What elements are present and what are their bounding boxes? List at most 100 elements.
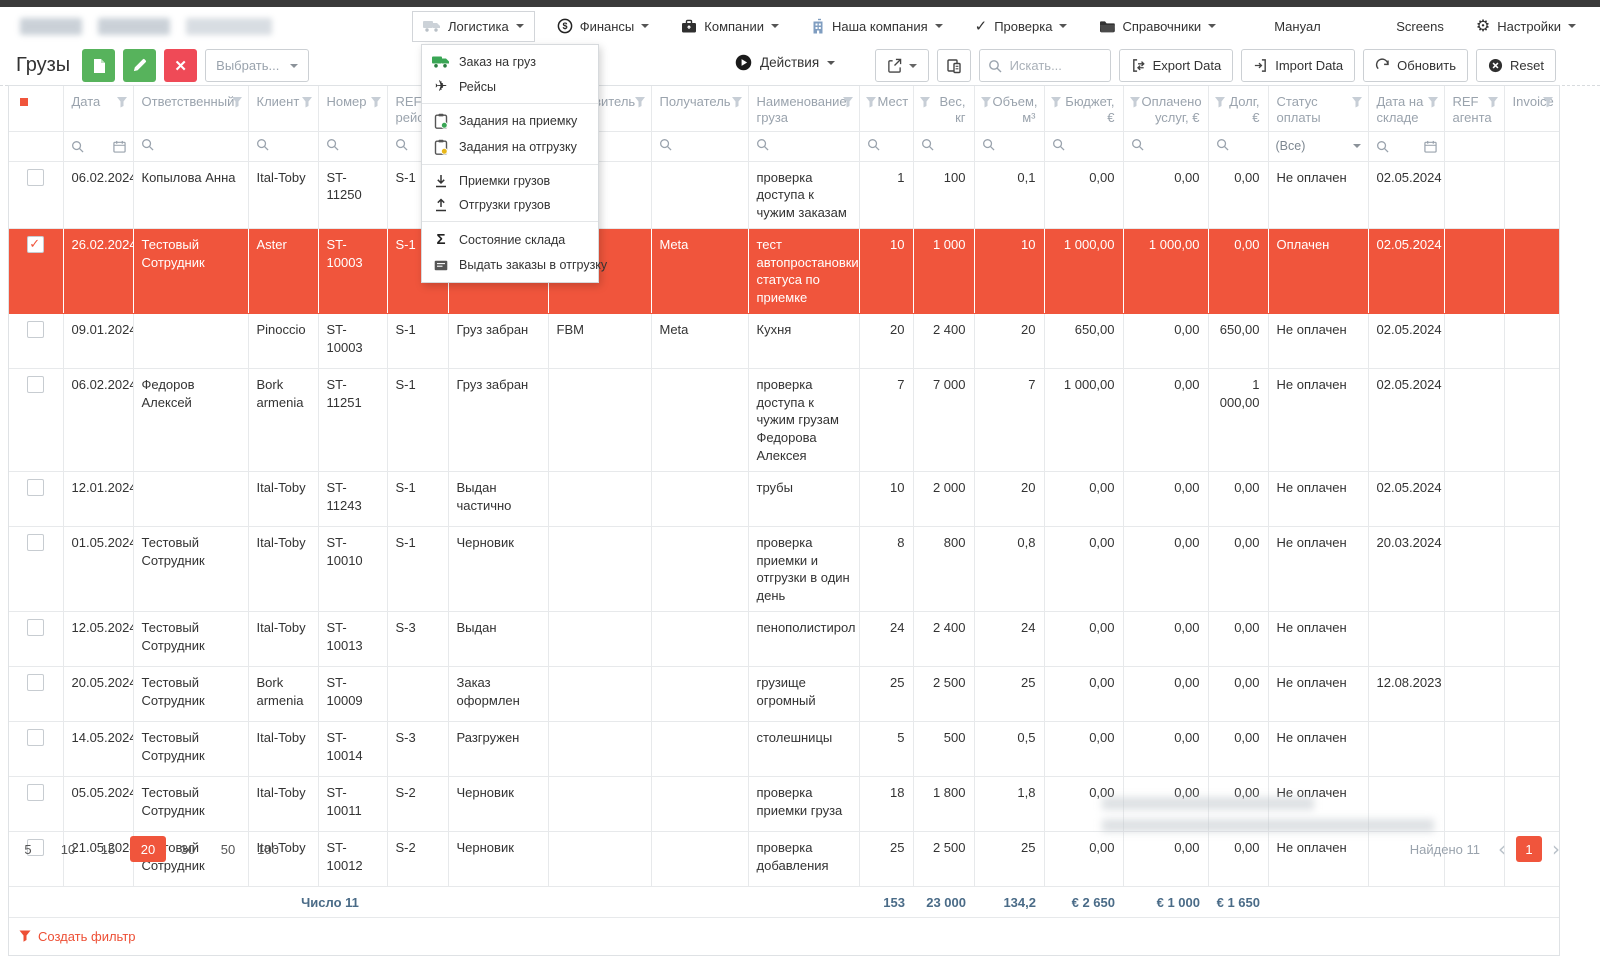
col-header-budget[interactable]: Бюджет, € xyxy=(1044,86,1124,132)
nav-item-settings[interactable]: ⚙ Настройки xyxy=(1474,9,1578,43)
col-header-number[interactable]: Номер xyxy=(318,86,388,132)
table-row[interactable]: 06.02.2024 Федоров Алексей Bork armenia … xyxy=(9,368,1559,473)
filter-cell-pay-status[interactable]: (Все) xyxy=(1268,131,1369,162)
row-checkbox[interactable] xyxy=(27,839,45,857)
export-split-button[interactable] xyxy=(874,49,929,82)
menu-item-receiving-tasks[interactable]: Задания на приемку xyxy=(422,108,598,134)
table-row[interactable]: 01.05.2024 Тестовый Сотрудник Ital-Toby … xyxy=(9,526,1559,613)
filter-cell-date[interactable] xyxy=(63,131,134,162)
col-header-date[interactable]: Дата xyxy=(63,86,134,132)
col-header-responsible[interactable]: Ответственный xyxy=(133,86,249,132)
col-header-cargo-name[interactable]: Наименование груза xyxy=(748,86,860,132)
refresh-button[interactable]: Обновить xyxy=(1363,49,1469,82)
col-header-agent-ref[interactable]: REF агента xyxy=(1444,86,1505,132)
row-checkbox[interactable] xyxy=(27,376,45,394)
nav-item-companies[interactable]: Компании xyxy=(671,12,789,41)
nav-item-manual[interactable]: Мануал xyxy=(1264,12,1331,41)
current-page-button[interactable]: 1 xyxy=(1516,836,1542,862)
filter-icon[interactable] xyxy=(731,96,743,108)
page-size-option[interactable]: 30 xyxy=(180,841,196,857)
filter-icon[interactable] xyxy=(1214,96,1226,108)
table-row[interactable]: 12.01.2024 Ital-Toby ST-11243 S-1 Выдан … xyxy=(9,471,1559,528)
nav-item-our-company[interactable]: Наша компания xyxy=(801,11,953,41)
table-row[interactable]: 26.02.2024 Тестовый Сотрудник Aster ST-1… xyxy=(9,228,1559,315)
col-header-client[interactable]: Клиент xyxy=(248,86,319,132)
delete-record-button[interactable]: ✕ xyxy=(164,49,198,82)
filter-icon[interactable] xyxy=(1050,96,1062,108)
add-record-button[interactable] xyxy=(82,49,116,82)
calendar-icon[interactable] xyxy=(112,140,126,153)
filter-icon[interactable] xyxy=(1351,96,1363,108)
table-row[interactable]: 05.05.2024 Тестовый Сотрудник Ital-Toby … xyxy=(9,776,1559,833)
filter-icon[interactable] xyxy=(1487,96,1499,108)
filter-cell-cargo-name[interactable] xyxy=(748,131,860,162)
filter-cell-number[interactable] xyxy=(318,131,388,162)
nav-item-check[interactable]: ✓ Проверка xyxy=(965,12,1078,41)
col-header-receiver[interactable]: Получатель xyxy=(651,86,749,132)
reset-button[interactable]: Reset xyxy=(1476,49,1556,82)
col-header-stock-date[interactable]: Дата на складе xyxy=(1368,86,1445,132)
menu-item-cargo-shipments[interactable]: Отгрузки грузов xyxy=(422,193,598,217)
filter-cell-volume[interactable] xyxy=(974,131,1045,162)
col-header-places[interactable]: Мест xyxy=(859,86,914,132)
table-row[interactable]: 06.02.2024 Копылова Анна Ital-Toby ST-11… xyxy=(9,161,1559,230)
menu-item-shipping-tasks[interactable]: Задания на отгрузку xyxy=(422,134,598,160)
filter-icon[interactable] xyxy=(980,96,992,108)
filter-icon[interactable] xyxy=(919,96,931,108)
filter-cell-receiver[interactable] xyxy=(651,131,749,162)
import-data-button[interactable]: Import Data xyxy=(1241,49,1356,82)
column-chooser-button[interactable] xyxy=(936,49,971,82)
create-filter-link[interactable]: Создать фильтр xyxy=(9,916,1559,955)
prev-page-icon[interactable]: ‹ xyxy=(1498,837,1506,861)
menu-item-issue-orders[interactable]: Выдать заказы в отгрузку xyxy=(422,253,607,277)
edit-record-button[interactable] xyxy=(123,49,157,82)
page-size-option[interactable]: 5 xyxy=(24,841,32,857)
search-input[interactable] xyxy=(1007,57,1102,74)
export-data-button[interactable]: Export Data xyxy=(1118,49,1234,82)
bulk-select-dropdown[interactable]: Выбрать... xyxy=(205,49,310,82)
menu-item-warehouse-state[interactable]: Σ Состояние склада xyxy=(422,226,598,253)
filter-cell-places[interactable] xyxy=(859,131,914,162)
row-checkbox[interactable] xyxy=(27,479,45,497)
filter-icon[interactable] xyxy=(301,96,313,108)
row-checkbox[interactable] xyxy=(27,168,45,186)
filter-icon[interactable] xyxy=(634,96,646,108)
row-checkbox[interactable] xyxy=(27,534,45,552)
row-checkbox[interactable] xyxy=(27,674,45,692)
nav-item-logistics[interactable]: Логистика xyxy=(412,10,535,42)
filter-icon[interactable] xyxy=(370,96,382,108)
table-row[interactable]: 21.05.2024 Тестовый Сотрудник Ital-Toby … xyxy=(9,831,1559,888)
filter-icon[interactable] xyxy=(1427,96,1439,108)
col-header-debt[interactable]: Долг, € xyxy=(1208,86,1269,132)
actions-button[interactable]: Действия xyxy=(735,54,836,71)
filter-cell-paid[interactable] xyxy=(1123,131,1209,162)
filter-icon[interactable] xyxy=(1542,96,1554,108)
select-all-checkbox[interactable] xyxy=(9,86,64,132)
page-size-option[interactable]: 20 xyxy=(130,836,166,862)
filter-cell-debt[interactable] xyxy=(1208,131,1269,162)
menu-item-trips[interactable]: ✈ Рейсы xyxy=(422,74,598,99)
nav-item-screens[interactable]: Screens xyxy=(1394,12,1446,41)
row-checkbox[interactable] xyxy=(27,729,45,747)
page-size-option[interactable]: 10 xyxy=(60,841,76,857)
filter-icon[interactable] xyxy=(865,96,877,108)
col-header-invoice[interactable]: Invoice xyxy=(1504,86,1559,132)
table-row[interactable]: 09.01.2024 Pinoccio ST-10003 S-1 Груз за… xyxy=(9,313,1559,370)
filter-cell-budget[interactable] xyxy=(1044,131,1124,162)
filter-icon[interactable] xyxy=(842,96,854,108)
nav-item-directories[interactable]: Справочники xyxy=(1089,12,1226,41)
row-checkbox[interactable] xyxy=(27,321,45,339)
col-header-paid[interactable]: Оплачено услуг, € xyxy=(1123,86,1209,132)
table-row[interactable]: 14.05.2024 Тестовый Сотрудник Ital-Toby … xyxy=(9,721,1559,778)
table-row[interactable]: 12.05.2024 Тестовый Сотрудник Ital-Toby … xyxy=(9,611,1559,668)
row-checkbox[interactable] xyxy=(27,784,45,802)
table-row[interactable]: 20.05.2024 Тестовый Сотрудник Bork armen… xyxy=(9,666,1559,723)
filter-cell-responsible[interactable] xyxy=(133,131,249,162)
calendar-icon[interactable] xyxy=(1423,140,1437,153)
filter-cell-stock-date[interactable] xyxy=(1368,131,1445,162)
row-checkbox[interactable] xyxy=(27,235,45,254)
filter-cell-client[interactable] xyxy=(248,131,319,162)
page-size-option[interactable]: 100 xyxy=(257,841,279,857)
filter-icon[interactable] xyxy=(116,96,128,108)
filter-icon[interactable] xyxy=(1129,96,1141,108)
